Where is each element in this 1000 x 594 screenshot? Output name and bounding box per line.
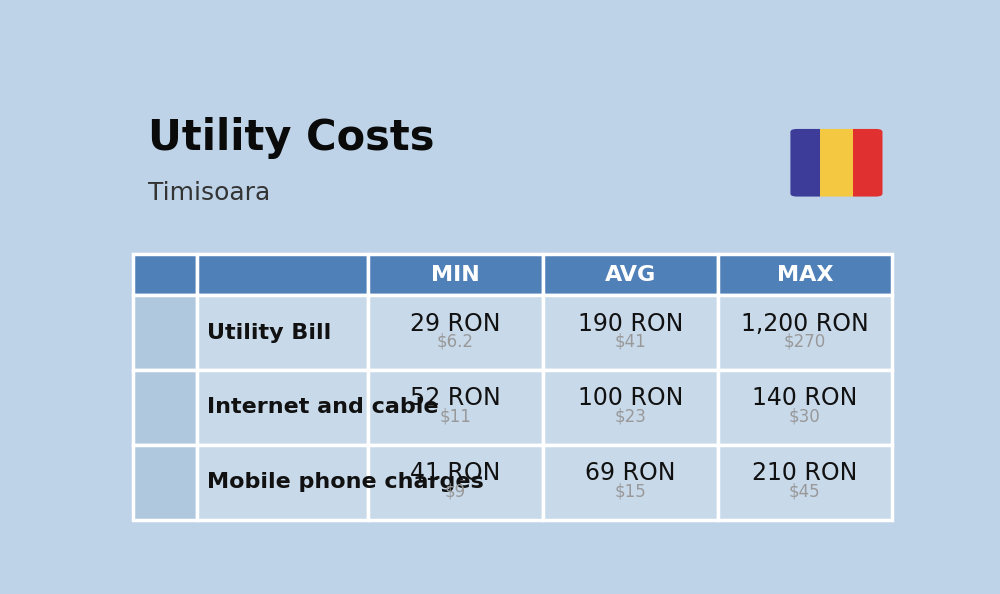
Text: Internet and cable: Internet and cable: [207, 397, 438, 418]
Text: 1,200 RON: 1,200 RON: [741, 312, 869, 336]
Bar: [133, 445, 197, 520]
Text: AVG: AVG: [605, 265, 656, 285]
Bar: [133, 370, 197, 445]
Bar: [543, 370, 718, 445]
Bar: [718, 295, 892, 370]
Text: 69 RON: 69 RON: [585, 461, 675, 485]
Text: 100 RON: 100 RON: [578, 387, 683, 410]
Bar: [718, 254, 892, 295]
Text: Mobile phone charges: Mobile phone charges: [207, 472, 483, 492]
Bar: [197, 445, 368, 520]
Text: $11: $11: [440, 407, 471, 425]
Text: MIN: MIN: [431, 265, 480, 285]
Text: $6.2: $6.2: [437, 333, 474, 350]
Text: 41 RON: 41 RON: [410, 461, 501, 485]
Text: $270: $270: [784, 333, 826, 350]
Bar: [368, 295, 543, 370]
Text: $41: $41: [614, 333, 646, 350]
Bar: [368, 254, 543, 295]
Bar: [543, 445, 718, 520]
Bar: [133, 295, 197, 370]
Bar: [368, 445, 543, 520]
Bar: [368, 370, 543, 445]
Text: $9: $9: [445, 482, 466, 500]
Bar: [133, 254, 197, 295]
Text: 190 RON: 190 RON: [578, 312, 683, 336]
Bar: [788, 126, 820, 200]
Bar: [197, 254, 368, 295]
Text: Utility Bill: Utility Bill: [207, 323, 331, 343]
Text: Utility Costs: Utility Costs: [148, 117, 435, 159]
Text: 52 RON: 52 RON: [410, 387, 501, 410]
Bar: [718, 370, 892, 445]
Text: $15: $15: [614, 482, 646, 500]
Text: 140 RON: 140 RON: [752, 387, 858, 410]
Bar: [718, 445, 892, 520]
Bar: [543, 254, 718, 295]
Bar: [197, 370, 368, 445]
Text: MAX: MAX: [777, 265, 833, 285]
Bar: [853, 126, 885, 200]
Text: $45: $45: [789, 482, 821, 500]
FancyBboxPatch shape: [788, 126, 885, 200]
Text: 210 RON: 210 RON: [752, 461, 858, 485]
Text: $23: $23: [614, 407, 646, 425]
Text: $30: $30: [789, 407, 821, 425]
Text: Timisoara: Timisoara: [148, 181, 270, 205]
Bar: [543, 295, 718, 370]
Bar: [197, 295, 368, 370]
Text: 29 RON: 29 RON: [410, 312, 501, 336]
Bar: [820, 126, 853, 200]
